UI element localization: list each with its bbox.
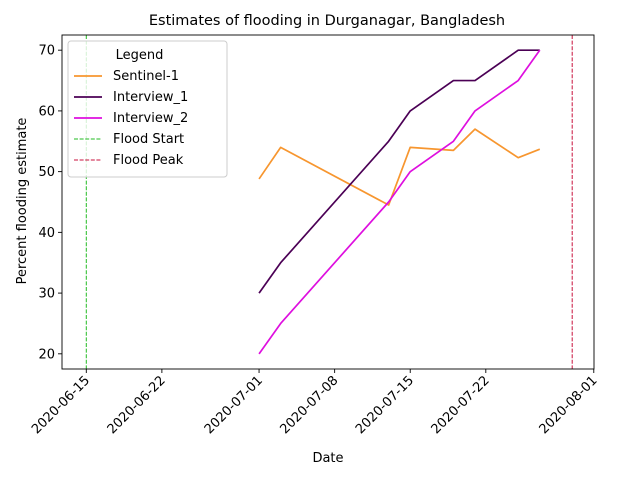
x-axis-title: Date — [312, 451, 343, 466]
legend-entry-5: Flood Peak — [113, 153, 184, 168]
x-tick-label-5: 2020-07-15 — [353, 373, 417, 437]
y-axis-title: Percent flooding estimate — [15, 118, 30, 285]
x-tick-label-1: 2020-06-15 — [29, 373, 93, 437]
axes-frame — [61, 34, 595, 370]
series-line-3 — [258, 49, 541, 355]
x-tick-label-2: 2020-06-22 — [105, 373, 169, 437]
x-tick-label-6: 2020-07-22 — [429, 373, 493, 437]
y-tick-label-4: 50 — [38, 165, 55, 180]
y-tick-label-2: 30 — [38, 287, 55, 302]
legend-title: Legend — [116, 48, 164, 63]
chart-title: Estimates of flooding in Durganagar, Ban… — [149, 13, 505, 29]
legend-entry-3: Interview_2 — [113, 111, 188, 126]
series-line-2 — [258, 49, 540, 294]
x-tick-label-7: 2020-08-01 — [537, 373, 601, 437]
plot-area — [85, 35, 573, 369]
y-tick-label-6: 70 — [38, 44, 55, 59]
y-tick-label-3: 40 — [38, 226, 55, 241]
y-tick-label-5: 60 — [38, 104, 55, 119]
legend: Legend Sentinel-1 Interview_1 Interview_2 Fl… — [67, 40, 228, 178]
legend-entry-4: Flood Start — [113, 132, 184, 147]
x-tick-label-3: 2020-07-01 — [202, 373, 266, 437]
y-tick-label-1: 20 — [38, 347, 55, 362]
series-line-1 — [258, 128, 541, 206]
legend-entry-1: Sentinel-1 — [113, 69, 179, 84]
legend-box — [67, 40, 228, 178]
legend-entry-2: Interview_1 — [113, 90, 188, 105]
x-tick-label-4: 2020-07-08 — [277, 373, 341, 437]
